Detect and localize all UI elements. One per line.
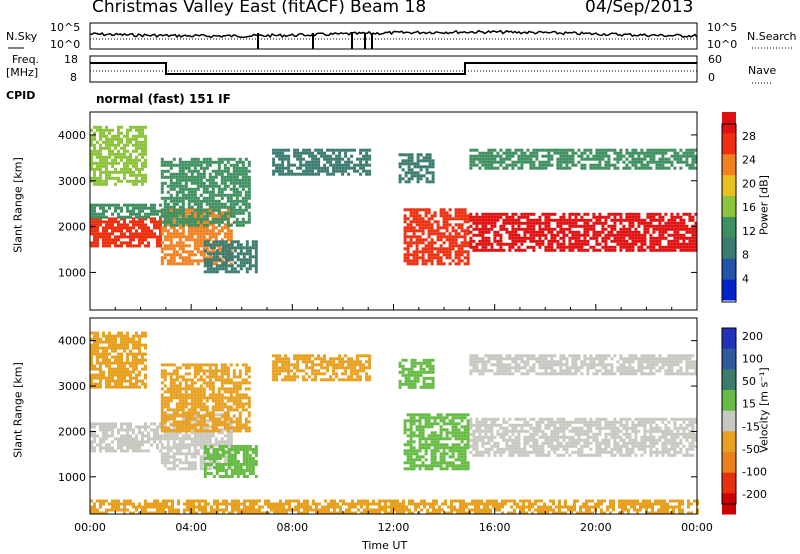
nave-tick-60: 60 [708, 53, 722, 66]
time-tick-label-6: 00:00 [681, 521, 713, 534]
velocity-colorbar-tick-7: -200 [742, 488, 767, 501]
power-region-4 [160, 157, 251, 227]
power-ytick-label-1: 2000 [58, 221, 86, 234]
velocity-colorbar-cell-1 [722, 348, 736, 370]
velocity-colorbar-tick-1: 100 [742, 353, 763, 366]
velocity-ytick-label-1: 2000 [58, 425, 86, 438]
velocity-region-1 [90, 331, 147, 389]
time-tick-label-4: 16:00 [479, 521, 511, 534]
velocity-ytick-label-0: 1000 [58, 471, 86, 484]
velocity-region-5 [272, 354, 372, 382]
nave-label: Nave [748, 64, 777, 77]
nsky-label: N.Sky [6, 30, 38, 43]
power-colorbar-tick-5: 24 [742, 154, 756, 167]
velocity-colorbar-cell-6 [722, 452, 736, 474]
velocity-ytick-label-2: 3000 [58, 380, 86, 393]
nave-tick-0: 0 [708, 71, 715, 84]
velocity-colorbar-cell-0 [722, 328, 736, 350]
power-region-9 [469, 212, 698, 252]
freq-tick-8: 8 [70, 71, 77, 84]
velocity-colorbar-frame [721, 327, 737, 505]
velocity-colorbar-cell-5 [722, 431, 736, 453]
power-colorbar-tick-2: 12 [742, 225, 756, 238]
time-tick-label-3: 12:00 [378, 521, 410, 534]
velocity-colorbar-tick-5: -50 [742, 443, 760, 456]
power-region-6 [272, 148, 372, 176]
velocity-colorbar-tick-6: -100 [742, 465, 767, 478]
beam-label: Beam 18 [350, 0, 427, 17]
noise-tick-bottom-left: 10^0 [50, 38, 81, 51]
velocity-region-8 [469, 417, 698, 457]
velocity-colorbar-cell-2 [722, 369, 736, 391]
velocity-region-3 [160, 363, 251, 433]
velocity-region-6 [403, 413, 470, 471]
time-tick-label-5: 20:00 [580, 521, 612, 534]
power-region-2 [90, 125, 147, 186]
power-colorbar-cell-4 [722, 195, 736, 217]
velocity-colorbar-cell-3 [722, 390, 736, 412]
velocity-region-0 [90, 422, 162, 453]
power-colorbar-tick-1: 8 [742, 249, 749, 262]
power-colorbar-cell-1 [722, 258, 736, 280]
power-colorbar-tick-3: 16 [742, 201, 756, 214]
power-colorbar-cell-0 [722, 279, 736, 301]
time-tick-label-1: 04:00 [175, 521, 207, 534]
velocity-region-10 [90, 499, 699, 515]
power-region-8 [398, 153, 435, 184]
power-colorbar-cell-2 [722, 237, 736, 259]
velocity-colorbar-cell-4 [722, 410, 736, 432]
power-colorbar-cell-7 [722, 132, 736, 155]
cpid-label: CPID [6, 89, 36, 102]
velocity-colorbar-tick-3: 15 [742, 398, 756, 411]
power-region-1 [90, 203, 162, 219]
velocity-region-9 [469, 354, 698, 376]
freq-tick-18: 18 [64, 53, 78, 66]
noise-tick-bottom-right: 10^0 [707, 38, 738, 51]
noise-tick-top-left: 10^5 [50, 21, 81, 34]
freq-unit-label: [MHz] [6, 66, 39, 79]
power-colorbar-cell-8 [722, 112, 736, 134]
power-colorbar-cell-3 [722, 216, 736, 238]
frequency-trace [90, 62, 697, 75]
station-title: Christmas Valley East (fitACF) [92, 0, 345, 17]
power-colorbar-tick-0: 4 [742, 272, 749, 285]
power-colorbar-tick-4: 20 [742, 177, 756, 190]
power-ytick-label-0: 1000 [58, 266, 86, 279]
time-axis-label: Time UT [362, 539, 408, 552]
velocity-colorbar-cell-7 [722, 472, 736, 494]
velocity-colorbar-tick-4: -15 [742, 420, 760, 433]
power-region-10 [469, 148, 698, 170]
power-colorbar-tick-6: 28 [742, 130, 756, 143]
date-label: 04/Sep/2013 [585, 0, 694, 17]
power-ytick-label-3: 4000 [58, 129, 86, 142]
power-colorbar-cell-6 [722, 153, 736, 176]
power-region-0 [90, 217, 162, 248]
velocity-ytick-label-3: 4000 [58, 335, 86, 348]
cpid-mode: normal (fast) 151 IF [96, 92, 231, 106]
velocity-colorbar-tick-2: 50 [742, 375, 756, 388]
velocity-region-7 [398, 358, 435, 389]
time-tick-label-0: 00:00 [74, 521, 106, 534]
power-colorbar-cell-5 [722, 174, 736, 197]
noise-tick-top-right: 10^5 [707, 21, 738, 34]
nsearch-label: N.Search [747, 30, 797, 43]
time-tick-label-2: 08:00 [276, 521, 308, 534]
freq-label: Freq. [12, 53, 40, 66]
power-ytick-label-2: 3000 [58, 175, 86, 188]
noise-trace [89, 29, 698, 39]
power-region-7 [403, 208, 470, 266]
power-colorbar-frame [721, 123, 737, 303]
freq-panel [89, 55, 698, 83]
power-region-5 [203, 240, 258, 274]
velocity-colorbar-tick-0: 200 [742, 330, 763, 343]
velocity-region-4 [203, 445, 258, 478]
